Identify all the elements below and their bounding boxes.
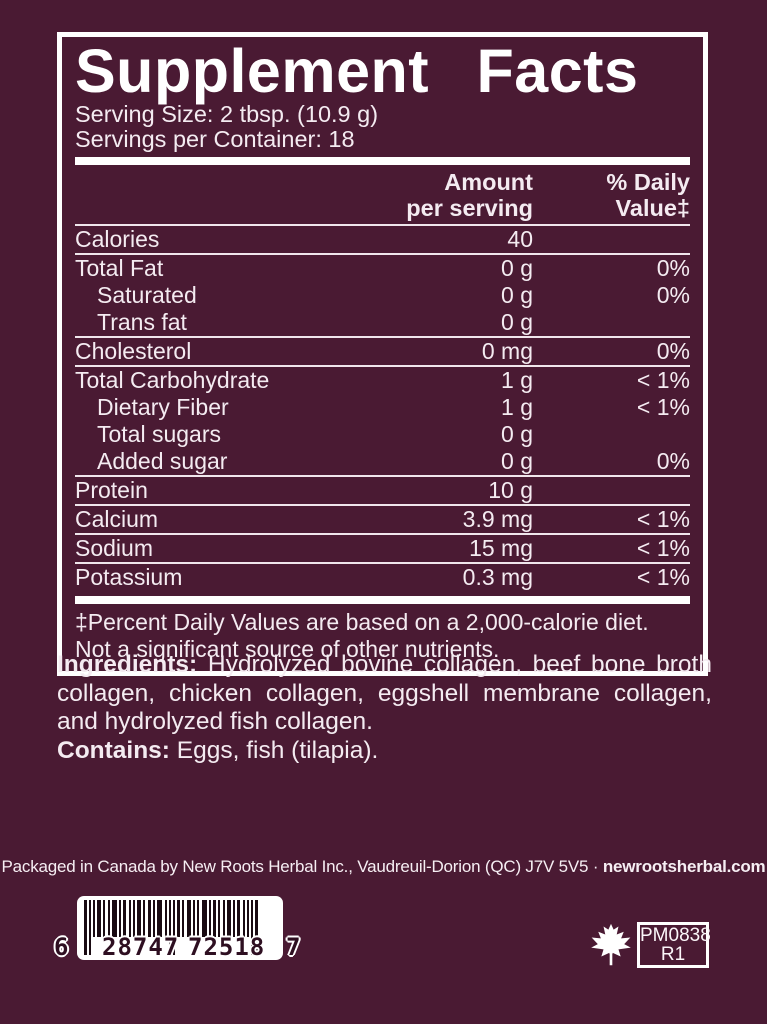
nutrient-row-dietary-fiber: Dietary Fiber 1 g < 1% bbox=[75, 394, 690, 421]
nutrient-row-protein: Protein 10 g bbox=[75, 475, 690, 504]
serving-size: Serving Size: 2 tbsp. (10.9 g) bbox=[75, 101, 379, 127]
nutrient-dv bbox=[533, 478, 690, 502]
nutrient-dv bbox=[533, 422, 690, 446]
ingredients-section: Ingredients: Hydrolyzed bovine collagen,… bbox=[57, 651, 712, 765]
nutrient-dv bbox=[533, 310, 690, 334]
nutrient-row-calcium: Calcium 3.9 mg < 1% bbox=[75, 504, 690, 533]
nutrient-row-total-sugars: Total sugars 0 g bbox=[75, 421, 690, 448]
nutrient-dv: < 1% bbox=[636, 367, 690, 393]
daily-value-column-header: % Daily Value‡ bbox=[533, 169, 690, 221]
divider-thick-top bbox=[75, 157, 690, 165]
nutrient-amount: 3.9 mg bbox=[462, 506, 533, 532]
nutrient-dv: < 1% bbox=[636, 564, 690, 590]
contains-label: Contains: bbox=[57, 736, 170, 764]
nutrient-label: Added sugar bbox=[97, 448, 228, 474]
ingredients-paragraph: Ingredients: Hydrolyzed bovine collagen,… bbox=[57, 651, 712, 737]
amount-header-line2: per serving bbox=[406, 195, 533, 221]
nutrient-row-total-carbohydrate: Total Carbohydrate 1 g < 1% bbox=[75, 365, 690, 394]
daily-value-header-line2: Value‡ bbox=[615, 195, 690, 221]
barcode-digit-left: 6 bbox=[54, 933, 70, 961]
barcode-bars bbox=[84, 900, 258, 955]
nutrient-label: Cholesterol bbox=[75, 338, 192, 364]
divider-thick-bottom bbox=[75, 596, 690, 604]
nutrient-row-trans-fat: Trans fat 0 g bbox=[75, 309, 690, 336]
nutrient-dv: 0% bbox=[656, 448, 690, 474]
contains-paragraph: Contains: Eggs, fish (tilapia). bbox=[57, 737, 712, 766]
barcode: 6 28747 72518 7 bbox=[54, 896, 308, 968]
nutrient-label: Dietary Fiber bbox=[97, 394, 229, 420]
barcode-background bbox=[77, 896, 283, 960]
nutrient-row-added-sugar: Added sugar 0 g 0% bbox=[75, 448, 690, 475]
contains-text: Eggs, fish (tilapia). bbox=[176, 736, 379, 764]
amount-header-line1: Amount bbox=[444, 169, 533, 195]
maple-leaf-icon bbox=[591, 923, 631, 966]
nutrient-amount: 1 g bbox=[501, 394, 533, 420]
packaged-text: Packaged in Canada by New Roots Herbal I… bbox=[1, 857, 603, 876]
nutrient-amount: 10 g bbox=[488, 477, 533, 503]
nutrient-amount: 0 g bbox=[501, 255, 533, 281]
nutrient-row-saturated: Saturated 0 g 0% bbox=[75, 282, 690, 309]
nutrient-amount: 1 g bbox=[501, 367, 533, 393]
footnote-line2: Not a significant source of other nutrie… bbox=[75, 635, 500, 662]
nutrient-amount: 0 g bbox=[501, 309, 533, 335]
nutrient-amount: 0 g bbox=[501, 448, 533, 474]
nutrient-row-total-fat: Total Fat 0 g 0% bbox=[75, 253, 690, 282]
nutrient-dv: 0% bbox=[656, 282, 690, 308]
nutrient-row-potassium: Potassium 0.3 mg < 1% bbox=[75, 562, 690, 591]
nutrient-amount: 0 mg bbox=[481, 338, 533, 364]
nutrient-amount: 15 mg bbox=[469, 535, 533, 561]
ingredients-label: Ingredients: bbox=[57, 651, 198, 678]
nutrient-dv: 0% bbox=[656, 338, 690, 364]
footnote: ‡Percent Daily Values are based on a 2,0… bbox=[75, 609, 690, 662]
nutrient-row-calories: Calories 40 bbox=[75, 226, 690, 253]
barcode-digit-right: 7 bbox=[286, 933, 302, 961]
website-text: newrootsherbal.com bbox=[602, 857, 766, 876]
footnote-line1: ‡Percent Daily Values are based on a 2,0… bbox=[75, 609, 649, 635]
servings-per-container: Servings per Container: 18 bbox=[75, 126, 355, 152]
product-code: PM0838 bbox=[640, 925, 711, 946]
nutrient-rows: Calories 40 Total Fat 0 g 0% Saturated 0 g 0% Tr… bbox=[75, 226, 690, 591]
nutrient-dv: < 1% bbox=[636, 394, 690, 420]
nutrient-dv: 0% bbox=[656, 255, 690, 281]
nutrient-label: Saturated bbox=[97, 282, 197, 308]
nutrient-label: Protein bbox=[75, 477, 148, 503]
nutrient-label: Trans fat bbox=[97, 309, 187, 335]
revision-code: R1 bbox=[660, 944, 686, 965]
panel-title: Supplement Facts bbox=[75, 37, 639, 105]
nutrient-label: Total sugars bbox=[97, 421, 222, 447]
packaging-info: Packaged in Canada by New Roots Herbal I… bbox=[0, 857, 767, 877]
header-spacer bbox=[75, 169, 393, 221]
nutrient-amount: 0 g bbox=[501, 421, 533, 447]
barcode-digits-group1: 28747 bbox=[102, 933, 180, 961]
supplement-facts-panel: Supplement Facts Serving Size: 2 tbsp. (… bbox=[57, 32, 708, 676]
product-code-stamp: PM0838 R1 bbox=[637, 922, 711, 968]
ingredients-text: Hydrolyzed bovine collagen, beef bone br… bbox=[57, 651, 712, 735]
nutrient-amount: 0.3 mg bbox=[462, 564, 533, 590]
amount-column-header: Amount per serving bbox=[393, 169, 533, 221]
nutrient-row-cholesterol: Cholesterol 0 mg 0% bbox=[75, 336, 690, 365]
nutrient-dv: < 1% bbox=[636, 506, 690, 532]
nutrient-label: Calcium bbox=[75, 506, 159, 532]
nutrient-amount: 40 bbox=[507, 226, 533, 252]
nutrient-amount: 0 g bbox=[501, 282, 533, 308]
nutrient-label: Sodium bbox=[75, 535, 153, 561]
daily-value-header-line1: % Daily bbox=[606, 169, 690, 195]
nutrient-label: Total Carbohydrate bbox=[75, 367, 270, 393]
nutrient-label: Total Fat bbox=[75, 255, 164, 281]
nutrient-dv: < 1% bbox=[636, 535, 690, 561]
nutrient-label: Potassium bbox=[75, 564, 183, 590]
nutrient-dv bbox=[533, 227, 690, 251]
nutrient-row-sodium: Sodium 15 mg < 1% bbox=[75, 533, 690, 562]
table-header: Amount per serving % Daily Value‡ bbox=[75, 165, 690, 226]
nutrient-label: Calories bbox=[75, 226, 160, 252]
barcode-digits-group2: 72518 bbox=[188, 933, 266, 961]
